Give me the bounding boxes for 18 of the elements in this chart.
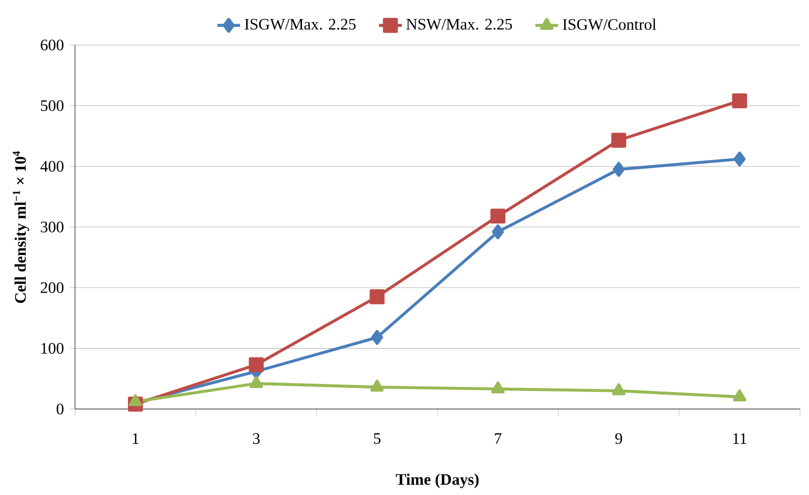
y-tick-label: 600 (40, 40, 64, 50)
y-tick-label: 200 (40, 282, 64, 294)
y-tick-label: 0 (56, 404, 64, 414)
y-tick-label: 100 (41, 342, 64, 354)
legend-label: ISGW/Control (562, 18, 656, 30)
y-tick-label: 500 (41, 100, 64, 112)
x-tick-label: 5 (374, 433, 380, 444)
x-tick-label: 3 (253, 433, 260, 444)
y-tick-label: 300 (40, 222, 64, 232)
x-tick-label: 9 (615, 433, 622, 444)
y-axis-title: Cell density ml$^{−1}$ × 10$^{4}$ (12, 151, 30, 303)
x-axis-title: Time (Days) (396, 474, 479, 488)
legend-label: ISGW/Max. 2.25 (244, 18, 356, 30)
x-tick-label: 11 (733, 433, 746, 444)
y-tick-label: 400 (40, 160, 64, 172)
x-tick-label: 1 (132, 433, 138, 444)
x-tick-label: 7 (494, 433, 502, 444)
legend-label: NSW/Max. 2.25 (406, 18, 512, 30)
